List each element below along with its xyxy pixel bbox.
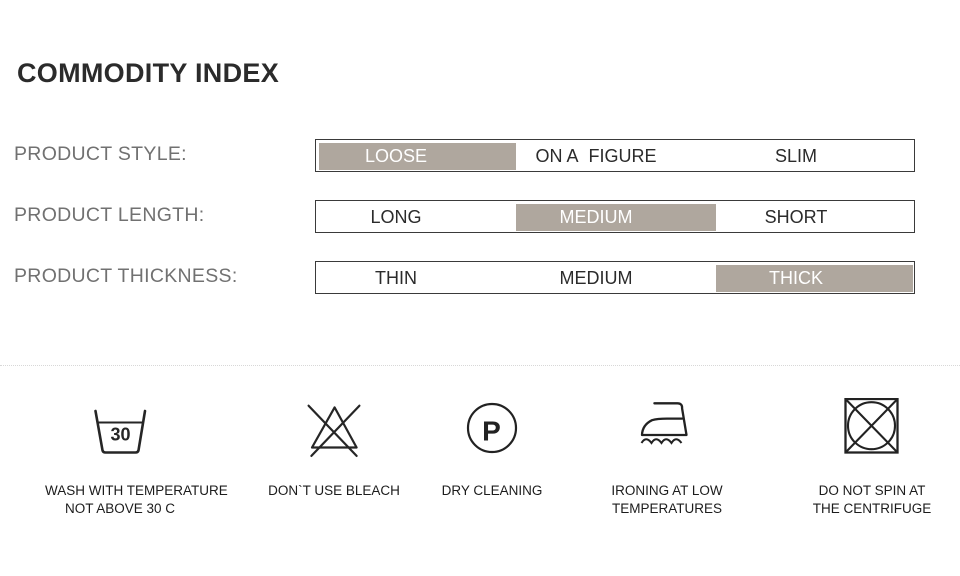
svg-text:30: 30	[110, 425, 130, 445]
svg-text:P: P	[482, 416, 501, 447]
